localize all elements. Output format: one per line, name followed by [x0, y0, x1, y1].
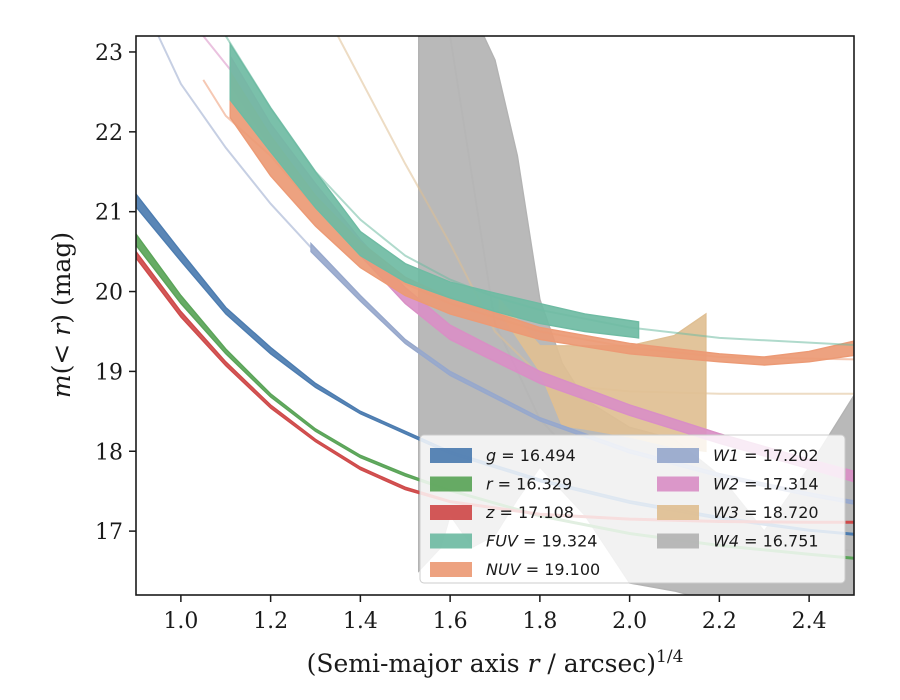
x-axis: 1.0 1.2 1.4 1.6 1.8 2.0 2.2 2.4	[163, 595, 827, 634]
legend-label-r: r = 16.329	[486, 475, 572, 494]
legend-swatch-z	[430, 505, 472, 520]
x-tick-label: 1.4	[343, 609, 378, 634]
x-tick-label: 2.0	[612, 609, 647, 634]
legend-swatch-w1	[657, 448, 699, 463]
legend-label-w2: W2 = 17.314	[713, 475, 819, 494]
series-w1-band	[310, 241, 854, 505]
legend-box	[419, 434, 846, 584]
y-tick-label: 22	[95, 121, 123, 146]
y-tick-label: 21	[95, 201, 123, 226]
x-tick-label: 1.6	[433, 609, 468, 634]
y-tick-label: 23	[95, 41, 123, 66]
legend-swatch-w3	[657, 505, 699, 520]
x-tick-label: 1.0	[163, 609, 198, 634]
y-tick-label: 18	[95, 440, 123, 465]
legend-swatch-r	[430, 476, 472, 492]
legend-label-g: g = 16.494	[486, 446, 576, 465]
legend-label-fuv: FUV = 19.324	[486, 532, 597, 551]
y-axis-label: m(< r) (mag)	[47, 232, 76, 398]
legend-label-w3: W3 = 18.720	[713, 503, 819, 522]
plot-frame	[135, 35, 855, 596]
legend-swatch-nuv	[430, 562, 472, 577]
x-tick-label: 1.2	[253, 609, 288, 634]
legend-label-w4: W4 = 16.751	[713, 532, 819, 551]
legend-swatch-w2	[657, 476, 699, 492]
series-w1-extrapolation	[157, 36, 312, 249]
x-tick-label: 2.2	[702, 609, 737, 634]
x-tick-label: 2.4	[792, 609, 827, 634]
series-z-band	[136, 250, 854, 524]
legend-label-w1: W1 = 17.202	[713, 446, 819, 465]
x-tick-label: 1.8	[522, 609, 557, 634]
y-tick-label: 20	[95, 281, 123, 306]
x-axis-label: (Semi-major axis r / arcsec)1/4	[307, 647, 684, 678]
legend-label-z: z = 17.108	[485, 503, 574, 522]
series-r-band	[136, 232, 854, 560]
y-tick-label: 17	[95, 520, 123, 545]
y-axis: 17 18 19 20 21 22 23	[95, 41, 136, 545]
legend-swatch-g	[430, 448, 472, 463]
legend-swatch-w4	[657, 533, 699, 549]
y-tick-label: 19	[95, 360, 123, 385]
legend-swatch-fuv	[430, 533, 472, 549]
series-w2-extrapolation	[201, 36, 231, 71]
legend: g = 16.494 r = 16.329 z = 17.108 FUV = 19.3…	[419, 434, 846, 584]
series-fuv-band	[229, 41, 640, 339]
legend-label-nuv: NUV = 19.100	[486, 560, 600, 579]
